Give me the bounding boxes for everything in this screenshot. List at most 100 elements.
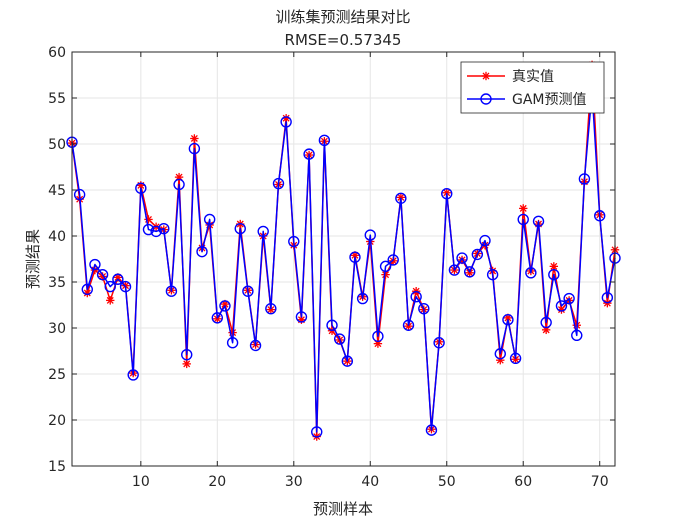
legend-label-predicted: GAM预测值 <box>512 92 587 108</box>
predicted-point-66 <box>563 292 575 305</box>
y-tick-label-60: 60 <box>48 45 66 61</box>
predicted-point-14 <box>165 285 178 297</box>
predicted-point-15 <box>173 178 185 191</box>
predicted-point-24 <box>242 285 254 297</box>
actual-point-42-d2 <box>382 271 390 279</box>
predicted-point-67 <box>571 329 583 342</box>
predicted-point-59 <box>509 352 522 365</box>
predicted-point-11 <box>142 223 155 236</box>
predicted-point-52 <box>456 252 468 264</box>
actual-point-63-d2 <box>542 326 550 334</box>
actual-point-44 <box>396 193 406 202</box>
series-line-1 <box>71 90 616 433</box>
predicted-point-6 <box>104 280 116 293</box>
predicted-point-20 <box>211 312 224 324</box>
axes-box <box>71 51 616 467</box>
predicted-point-37 <box>341 355 354 367</box>
predicted-point-44 <box>395 192 407 204</box>
predicted-point-46 <box>410 291 422 303</box>
predicted-point-21 <box>219 300 231 312</box>
legend-entry-actual: 真实值 <box>467 69 554 85</box>
actual-point-53 <box>465 268 474 277</box>
y-tick-label-15: 15 <box>48 459 66 475</box>
predicted-point-61 <box>525 267 537 279</box>
predicted-point-33 <box>311 426 323 438</box>
actual-point-16-d2 <box>183 360 191 368</box>
predicted-point-42 <box>379 260 392 273</box>
y-tick-label-50: 50 <box>48 137 66 153</box>
actual-point-16 <box>182 359 191 369</box>
y-axis-label: 预测结果 <box>24 229 42 289</box>
chart-title: 训练集预测结果对比 <box>275 8 410 26</box>
actual-point-53-d2 <box>466 269 474 277</box>
predicted-point-58 <box>502 314 514 326</box>
predicted-point-23 <box>234 222 246 235</box>
legend-marker-predicted <box>480 93 492 105</box>
series-layer <box>66 60 621 441</box>
y-tick-label-40: 40 <box>48 229 66 245</box>
actual-point-60 <box>519 204 528 213</box>
legend-marker-actual <box>481 71 491 81</box>
predicted-point-22 <box>226 337 239 349</box>
predicted-point-3 <box>81 283 93 296</box>
predicted-point-35 <box>326 319 338 331</box>
predicted-point-16 <box>181 348 193 361</box>
actual-point-65-d2 <box>557 306 565 314</box>
actual-point-17 <box>190 134 199 143</box>
predicted-point-36 <box>333 333 346 345</box>
y-tick-label-35: 35 <box>48 275 66 291</box>
predicted-point-2 <box>73 188 86 201</box>
predicted-point-57 <box>494 348 506 360</box>
actual-point-60-d2 <box>519 204 527 212</box>
predicted-point-55 <box>479 234 491 247</box>
predicted-point-70 <box>594 210 606 222</box>
predicted-point-71 <box>601 291 614 304</box>
predicted-point-47 <box>418 302 430 315</box>
legend-asterisk-d2 <box>482 72 490 80</box>
actual-point-20-d2 <box>213 315 221 323</box>
predicted-point-19 <box>203 213 216 226</box>
predicted-point-34 <box>318 134 331 147</box>
axis-ticks: 10 20 30 40 50 60 70 15 20 25 30 35 40 45 50 55 60 <box>48 45 615 490</box>
y-tick-label-45: 45 <box>48 183 66 199</box>
actual-point-41 <box>373 339 383 348</box>
predicted-point-40 <box>364 229 376 241</box>
predicted-point-56 <box>486 268 499 281</box>
actual-point-17-d2 <box>190 134 198 142</box>
predicted-point-63 <box>540 316 552 329</box>
predicted-point-48 <box>425 424 438 436</box>
predicted-point-31 <box>295 311 308 323</box>
predicted-point-26 <box>257 225 269 238</box>
predicted-point-10 <box>135 182 147 194</box>
x-tick-label-40: 40 <box>361 474 379 490</box>
predicted-point-30 <box>288 235 300 248</box>
predicted-point-39 <box>356 292 369 305</box>
plot-area <box>72 52 615 466</box>
x-tick-label-10: 10 <box>132 474 150 490</box>
predicted-point-38 <box>349 251 361 263</box>
predicted-point-8 <box>119 280 132 293</box>
legend-entry-predicted: GAM预测值 <box>467 92 587 108</box>
predicted-point-13 <box>158 222 170 235</box>
x-axis-label: 预测样本 <box>313 500 373 518</box>
chart-subtitle: RMSE=0.57345 <box>285 31 402 49</box>
actual-point-29-d2 <box>282 114 290 122</box>
predicted-point-9 <box>127 369 139 381</box>
actual-point-50-d2 <box>443 189 451 197</box>
predicted-point-41 <box>372 330 384 342</box>
predicted-point-62 <box>532 215 545 227</box>
x-tick-label-60: 60 <box>514 474 532 490</box>
predicted-point-65 <box>555 300 568 312</box>
actual-point-41-d2 <box>374 340 382 348</box>
predicted-point-5 <box>96 268 109 281</box>
predicted-point-49 <box>433 337 445 349</box>
x-tick-label-20: 20 <box>208 474 226 490</box>
predicted-point-53 <box>463 266 476 278</box>
predicted-point-32 <box>303 148 315 160</box>
predicted-point-45 <box>402 319 415 331</box>
actual-point-64-d2 <box>550 262 558 270</box>
legend-label-actual: 真实值 <box>512 69 554 85</box>
predicted-point-18 <box>196 245 208 258</box>
predicted-point-4 <box>89 258 101 271</box>
